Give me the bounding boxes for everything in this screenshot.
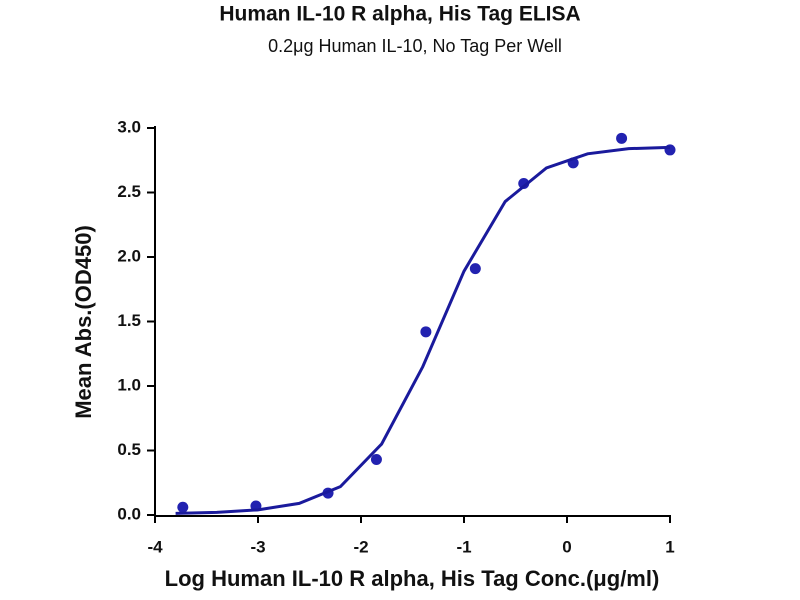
y-tick-label: 1.5	[117, 311, 141, 330]
y-tick-label: 2.5	[117, 182, 141, 201]
x-tick-label: -2	[353, 537, 368, 556]
y-tick-label: 0.0	[117, 504, 141, 523]
data-point	[469, 263, 481, 275]
data-point	[177, 501, 189, 513]
y-tick-label: 0.5	[117, 440, 141, 459]
x-tick-label: -3	[250, 537, 265, 556]
chart-subtitle: 0.2μg Human IL-10, No Tag Per Well	[268, 36, 562, 56]
data-point	[616, 132, 628, 144]
chart-title: Human IL-10 R alpha, His Tag ELISA	[219, 3, 580, 26]
x-axis-label: Log Human IL-10 R alpha, His Tag Conc.(μ…	[165, 566, 660, 591]
data-point	[370, 454, 382, 466]
x-tick-label: -1	[456, 537, 471, 556]
y-tick-label: 1.0	[117, 375, 141, 394]
x-tick-label: 0	[562, 537, 571, 556]
x-tick-label: 1	[665, 537, 674, 556]
data-point	[420, 326, 432, 338]
y-tick-label: 2.0	[117, 246, 141, 265]
y-axis-label: Mean Abs.(OD450)	[71, 225, 96, 419]
fit-curve	[175, 145, 671, 515]
y-tick-label: 3.0	[117, 117, 141, 136]
x-tick-label: -4	[147, 537, 163, 556]
data-point	[518, 177, 530, 189]
